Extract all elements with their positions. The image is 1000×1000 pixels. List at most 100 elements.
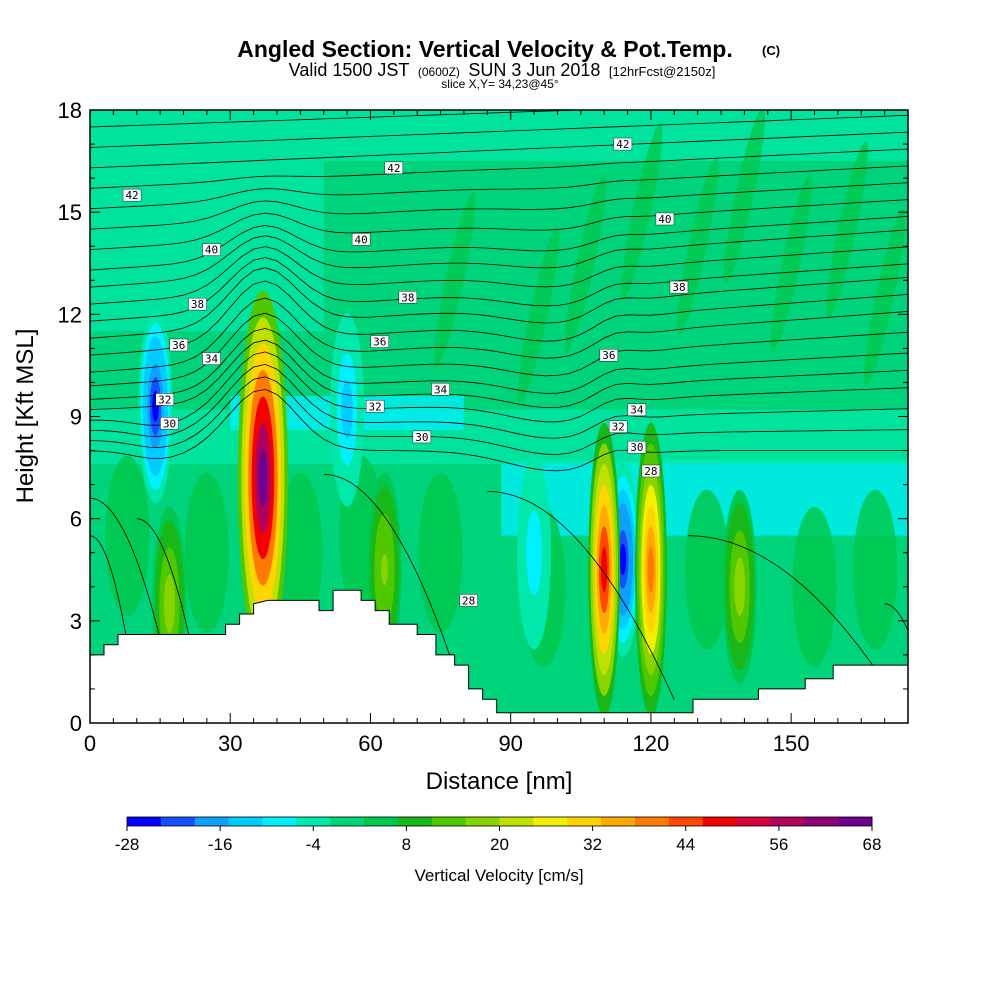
field-band <box>90 110 908 162</box>
theta-contour-line <box>90 267 908 339</box>
theta-contour-label: 42 <box>122 188 142 202</box>
chart-slice-info: slice X,Y= 34,23@45° <box>441 77 559 91</box>
svg-text:40: 40 <box>658 213 671 226</box>
svg-text:34: 34 <box>630 404 644 417</box>
updraft-cell-0 <box>258 449 268 507</box>
theta-contour-line <box>90 363 908 439</box>
field-blob <box>685 489 730 650</box>
colorbar: -28 -16 -4 8 20 32 44 56 68 <box>115 816 882 854</box>
colorbar-tick-label: -28 <box>115 835 140 854</box>
svg-text:42: 42 <box>616 138 629 151</box>
y-tick-label: 0 <box>70 711 82 736</box>
theta-contour-line <box>90 376 908 455</box>
theta-contour-line <box>90 110 590 128</box>
theta-contour-line <box>90 351 908 426</box>
colorbar-swatch <box>533 817 568 826</box>
theta-contour-line <box>90 216 908 271</box>
theta-contour-label: 34 <box>627 403 647 417</box>
theta-contour-label: 42 <box>384 161 404 175</box>
updraft-cell-5 <box>736 571 744 603</box>
theta-contour-label: 30 <box>627 440 647 454</box>
colorbar-label: Vertical Velocity [cm/s] <box>414 866 583 885</box>
y-axis-label: Height [Kft MSL] <box>12 329 39 504</box>
field-blob <box>418 472 463 633</box>
svg-text:28: 28 <box>644 465 657 478</box>
svg-text:30: 30 <box>415 431 428 444</box>
chart-subtitle: Valid 1500 JST (0600Z) SUN 3 Jun 2018 [1… <box>289 60 716 80</box>
colorbar-tick-label: 68 <box>863 835 882 854</box>
theta-contour-label: 36 <box>599 349 619 362</box>
field-blob <box>853 489 898 650</box>
svg-text:38: 38 <box>191 298 204 311</box>
theta-contour-label: 30 <box>412 430 432 444</box>
svg-text:30: 30 <box>163 417 176 430</box>
updraft-cell-3 <box>166 588 173 620</box>
theta-contour-label: 36 <box>370 335 390 349</box>
colorbar-tick-label: 20 <box>490 835 509 854</box>
field-streak <box>564 175 607 352</box>
theta-contour-line <box>90 257 908 322</box>
y-tick-label: 9 <box>70 405 82 430</box>
y-tick-label: 12 <box>58 302 82 327</box>
theta-contour-line <box>90 297 908 373</box>
theta-contour-label: 42 <box>613 137 633 151</box>
theta-contour-line <box>90 388 908 472</box>
svg-text:40: 40 <box>205 244 218 257</box>
svg-text:32: 32 <box>369 400 382 413</box>
field-streak <box>863 209 906 386</box>
colorbar-swatch <box>736 817 771 826</box>
colorbar-swatch <box>364 817 399 826</box>
theta-contour-line <box>90 312 908 387</box>
svg-text:36: 36 <box>172 339 185 352</box>
svg-text:38: 38 <box>401 291 414 304</box>
field-blob <box>184 472 229 633</box>
updraft-cell-4 <box>381 554 388 586</box>
field-streak <box>826 141 868 318</box>
theta-contours <box>90 110 908 705</box>
theta-contour-line <box>90 131 908 169</box>
downdraft-cell-1 <box>619 543 627 576</box>
theta-contour-line <box>90 339 908 411</box>
colorbar-swatch <box>296 817 331 826</box>
theta-contour-label: 38 <box>188 297 207 311</box>
colorbar-swatch <box>194 817 230 826</box>
chart-title-suffix: (C) <box>762 43 780 58</box>
colorbar-tick-label: -16 <box>208 835 233 854</box>
svg-text:28: 28 <box>462 594 475 607</box>
svg-text:42: 42 <box>125 189 138 202</box>
field-blob <box>105 455 150 616</box>
theta-contour-line <box>487 491 675 700</box>
colorbar-swatch <box>838 817 873 826</box>
theta-contour-label: 40 <box>202 243 221 257</box>
colorbar-swatch <box>465 817 500 826</box>
theta-contour-label: 32 <box>155 393 174 406</box>
downdraft-cell-3 <box>530 537 538 569</box>
updraft-cell-1 <box>601 547 608 593</box>
svg-text:36: 36 <box>373 336 386 349</box>
field-streak <box>518 226 560 403</box>
theta-contour-label: 36 <box>169 338 189 352</box>
theta-contour-line <box>884 603 908 632</box>
field-blob <box>792 506 837 667</box>
y-tick-label: 18 <box>58 98 82 123</box>
x-tick-label: 120 <box>633 731 670 756</box>
x-tick-label: 150 <box>773 731 810 756</box>
velocity-field <box>90 110 908 717</box>
x-tick-label: 60 <box>358 731 382 756</box>
y-tick-label: 3 <box>70 609 82 634</box>
field-streak <box>620 124 663 301</box>
colorbar-swatch <box>228 817 263 826</box>
updraft-cell-2 <box>647 547 655 593</box>
colorbar-tick-label: -4 <box>306 835 321 854</box>
theta-contour-line <box>90 199 908 250</box>
colorbar-swatch <box>499 817 534 826</box>
theta-contour-line <box>90 229 908 288</box>
colorbar-swatch <box>397 817 433 826</box>
colorbar-swatch <box>330 817 365 826</box>
theta-contour-label: 28 <box>459 594 478 607</box>
field-streak <box>723 110 766 284</box>
x-axis-label: Distance [nm] <box>426 768 573 795</box>
